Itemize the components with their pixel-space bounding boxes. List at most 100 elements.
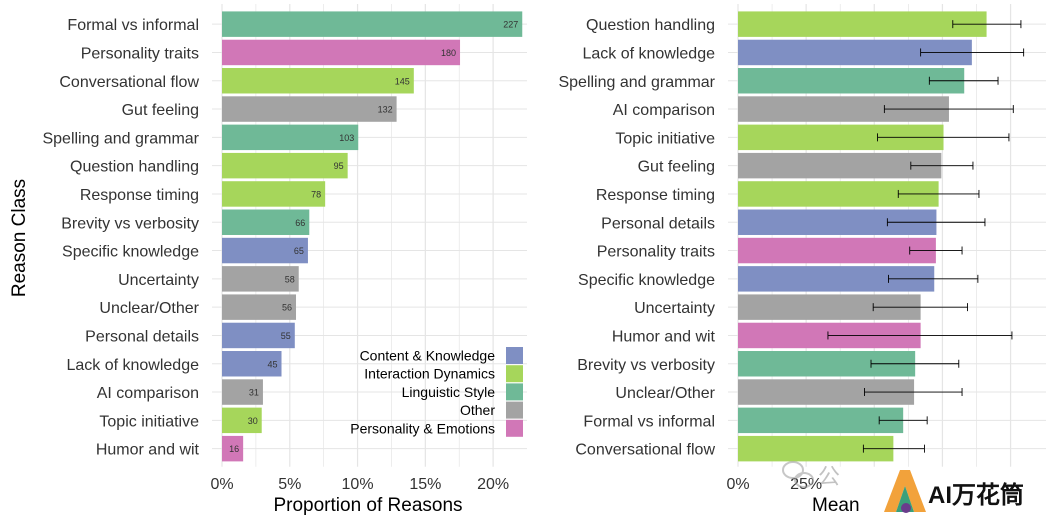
left-bar [222,435,244,462]
right-category-label: Formal vs informal [583,413,715,430]
legend-swatch [506,383,523,401]
right-category-label: Uncertainty [634,300,715,317]
left-bar [222,407,262,434]
bar-count-label: 30 [248,416,258,426]
legend-label: Linguistic Style [402,384,496,400]
left-x-tick-label: 5% [278,476,301,493]
right-bar [738,407,904,434]
legend: Content & Knowledge Interaction Dynamics L… [350,347,523,437]
bar-count-label: 132 [378,105,393,115]
bar-count-label: 55 [281,331,291,341]
left-bar [222,237,308,264]
right-category-label: Spelling and grammar [558,74,715,91]
left-x-tick-label: 20% [477,476,509,493]
left-category-label: Formal vs informal [67,17,199,34]
right-category-labels: Question handling Lack of knowledge Spelli… [558,17,716,459]
left-category-label: Personality traits [81,45,199,62]
bar-count-label: 78 [311,189,321,199]
left-category-label: Uncertainty [118,272,199,289]
right-category-label: Gut feeling [638,159,715,176]
left-bar [222,68,414,94]
bar-count-label: 145 [395,76,410,86]
left-bar [222,266,299,292]
right-category-label: Specific knowledge [578,272,715,289]
bar-count-label: 103 [339,133,354,143]
left-bar [222,11,523,37]
left-bar [222,181,326,207]
right-x-axis-title: Mean [812,495,860,516]
left-category-label: Gut feeling [122,102,199,119]
legend-swatch [506,347,523,364]
right-x-tick-label: 0% [726,476,749,493]
right-category-label: Brevity vs verbosity [577,357,715,374]
watermark: 公 AI万花筒 [782,461,1024,513]
right-category-label: Response timing [596,187,715,204]
bar-count-label: 56 [282,303,292,313]
right-bar [738,152,942,179]
right-category-label: Question handling [586,17,715,34]
bar-count-label: 58 [285,274,295,284]
bar-count-label: 66 [295,218,305,228]
left-category-label: Humor and wit [96,442,200,459]
left-bar [222,294,297,320]
legend-swatch [506,365,523,383]
left-category-label: Spelling and grammar [42,130,199,147]
left-category-label: Question handling [70,159,199,176]
legend-swatch [506,419,523,437]
right-category-label: Humor and wit [612,328,716,345]
right-category-label: Lack of knowledge [582,45,715,62]
right-bars [738,11,1025,462]
legend-swatch [506,401,523,419]
legend-label: Other [460,402,495,418]
bar-count-label: 95 [334,161,344,171]
left-bar [222,96,397,122]
bar-count-label: 31 [249,388,259,398]
bar-count-label: 45 [267,359,277,369]
right-x-tick-label: 25% [790,476,822,493]
left-x-tick-labels: 0% 5% 10% 15% 20% [210,476,509,493]
right-bar [738,68,965,94]
right-bar [738,237,936,264]
y-axis-title: Reason Class [9,179,30,297]
left-category-label: Unclear/Other [99,300,199,317]
left-category-labels: Formal vs informal Personality traits Conv… [42,17,200,459]
left-x-tick-label: 0% [210,476,233,493]
left-x-tick-label: 15% [409,476,441,493]
right-category-label: Personal details [601,215,715,232]
legend-label: Personality & Emotions [350,420,495,436]
right-bar [738,11,987,37]
left-bar [222,351,282,377]
left-bar [222,209,310,235]
left-x-tick-label: 10% [342,476,374,493]
brand-text: AI万花筒 [928,481,1024,509]
right-category-label: Unclear/Other [615,385,715,402]
left-category-label: Response timing [80,187,199,204]
right-category-label: AI comparison [613,102,715,119]
left-bar [222,39,461,66]
bar-count-label: 180 [441,48,456,58]
left-category-label: Brevity vs verbosity [61,215,199,232]
watermark-text: 公 [818,464,840,489]
left-bar [222,379,263,405]
left-bar [222,124,359,151]
left-category-label: Lack of knowledge [66,357,199,374]
right-x-tick-labels: 0% 25% [726,476,822,493]
wechat-icon [782,461,814,488]
right-category-label: Topic initiative [615,130,715,147]
bar-count-label: 227 [503,20,518,30]
legend-label: Content & Knowledge [360,348,496,364]
left-bars: 227 180 145 132 103 95 78 66 65 58 56 55 45 31 30 16 [222,11,523,462]
left-category-label: AI comparison [97,385,199,402]
left-bar [222,152,348,179]
left-category-label: Specific knowledge [62,244,199,261]
bar-count-label: 65 [294,246,304,256]
ai-logo-icon [884,470,926,513]
left-bar [222,322,295,349]
left-category-label: Conversational flow [59,74,199,91]
left-x-axis-title: Proportion of Reasons [273,495,462,516]
bar-count-label: 16 [229,444,239,454]
left-category-label: Personal details [85,328,199,345]
right-category-label: Conversational flow [575,442,715,459]
